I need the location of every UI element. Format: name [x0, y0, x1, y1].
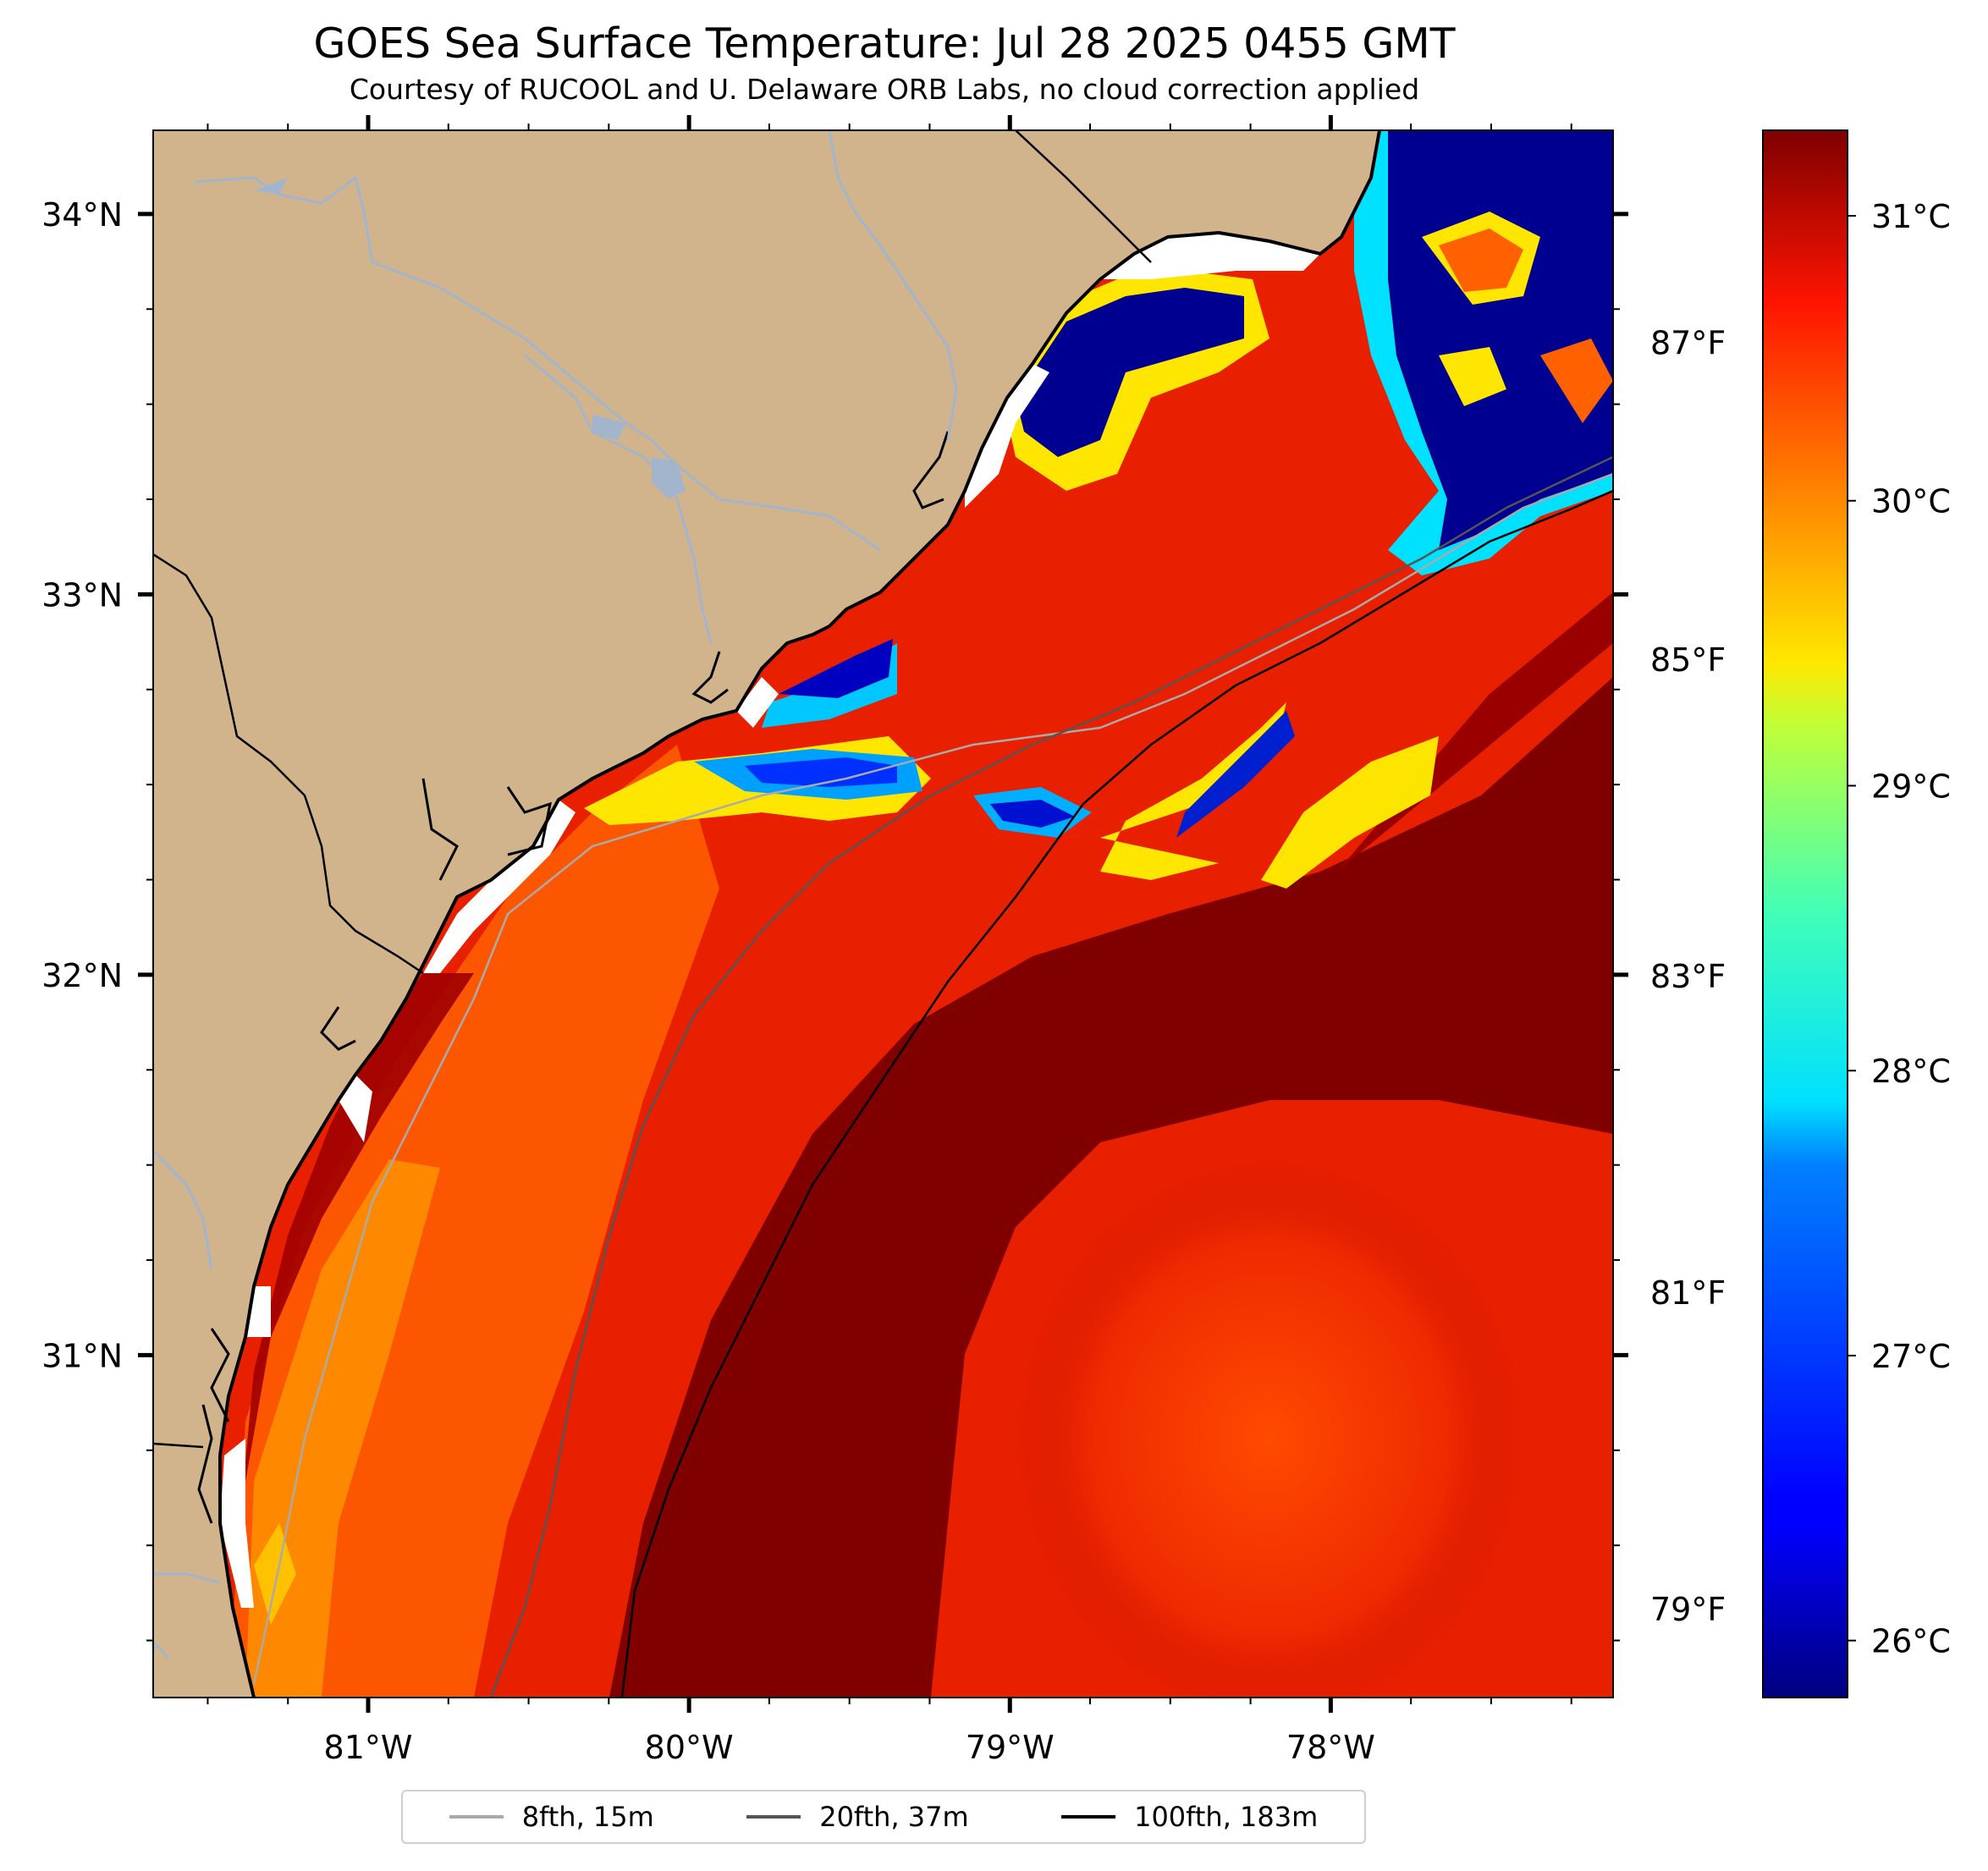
lat-tick-label: 32°N	[41, 957, 123, 994]
legend-label-100fth: 100fth, 183m	[1134, 1801, 1319, 1833]
map-area	[153, 130, 1613, 1698]
colorbar-f-label: 79°F	[1650, 1591, 1726, 1628]
legend-label-8fth: 8fth, 15m	[521, 1801, 654, 1833]
legend-item-8fth: 8fth, 15m	[449, 1801, 654, 1833]
lat-tick-label: 34°N	[41, 196, 123, 234]
land	[153, 130, 1379, 1698]
legend-item-100fth: 100fth, 183m	[1061, 1801, 1318, 1833]
colorbar: 31°C 30°C 29°C 28°C 27°C 26°C 87°F 85°F 83°F 81°F…	[1650, 129, 1951, 1698]
colorbar-f-label: 81°F	[1650, 1274, 1726, 1312]
lat-tick-label: 33°N	[41, 576, 123, 614]
gulf-stream-core	[609, 677, 1613, 1698]
map-ticks: 81°W 80°W 79°W 78°W 34°N 33°N 32°N 31°N	[41, 115, 1628, 1766]
river	[194, 175, 881, 552]
map-subtitle: Courtesy of RUCOOL and U. Delaware ORB L…	[349, 73, 1420, 106]
isobath-20fth	[489, 455, 1613, 1698]
colorbar-gradient	[1763, 130, 1848, 1698]
state-border	[1015, 130, 1152, 263]
map-frame	[152, 129, 1614, 1698]
colorbar-c-label: 31°C	[1871, 198, 1951, 235]
colorbar-c-label: 27°C	[1871, 1338, 1951, 1375]
colorbar-c-label: 26°C	[1871, 1623, 1951, 1660]
colorbar-c-label: 29°C	[1871, 768, 1951, 805]
legend-swatch-8fth	[449, 1815, 504, 1819]
map-title: GOES Sea Surface Temperature: Jul 28 202…	[313, 19, 1456, 68]
lat-tick-label: 31°N	[41, 1337, 123, 1374]
isobath-8fth	[252, 472, 1613, 1685]
colorbar-f-label: 85°F	[1650, 641, 1726, 679]
lon-tick-label: 78°W	[1286, 1729, 1375, 1766]
coastline	[218, 130, 1381, 1698]
warm-eddy	[1016, 1159, 1523, 1698]
lon-tick-label: 81°W	[324, 1729, 413, 1766]
colorbar-f-label: 87°F	[1650, 325, 1726, 362]
lon-tick-label: 79°W	[966, 1729, 1055, 1766]
colorbar-c-label: 28°C	[1871, 1053, 1951, 1090]
isobath-legend: 8fth, 15m 20fth, 37m 100fth, 183m	[401, 1790, 1366, 1844]
colorbar-f-label: 83°F	[1650, 958, 1726, 995]
legend-swatch-20fth	[746, 1815, 801, 1819]
isobath-100fth	[620, 489, 1613, 1698]
colorbar-frame	[1762, 129, 1848, 1698]
colorbar-c-label: 30°C	[1871, 483, 1951, 520]
legend-item-20fth: 20fth, 37m	[746, 1801, 969, 1833]
legend-label-20fth: 20fth, 37m	[819, 1801, 969, 1833]
legend-swatch-100fth	[1061, 1815, 1116, 1819]
lon-tick-label: 80°W	[645, 1729, 734, 1766]
